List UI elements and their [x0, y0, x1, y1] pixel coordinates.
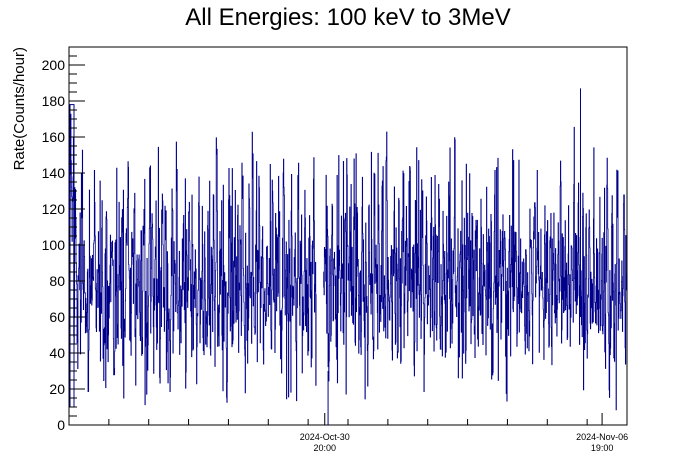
y-tick-label: 60: [49, 309, 65, 325]
y-tick-label: 160: [42, 129, 66, 145]
x-tick-date-label: 2024-Nov-06: [576, 432, 628, 442]
y-axis: 0 20 40 60 80 100 120 140 160 180 200: [42, 46, 85, 433]
y-tick-label: 200: [42, 57, 66, 73]
y-tick-label: 120: [42, 201, 66, 217]
series-layer: [68, 88, 627, 425]
y-axis-label: Rate(Counts/hour): [11, 47, 28, 170]
y-tick-label: 40: [49, 345, 65, 361]
x-tick-time-label: 19:00: [591, 443, 614, 453]
x-tick-date-label: 2024-Oct-30: [300, 432, 350, 442]
x-tick-time-label: 20:00: [313, 443, 336, 453]
y-tick-label: 80: [49, 273, 65, 289]
y-tick-label: 140: [42, 165, 66, 181]
series-line: [68, 113, 627, 411]
y-tick-label: 20: [49, 381, 65, 397]
y-tick-label: 0: [57, 417, 65, 433]
y-tick-label: 100: [42, 237, 66, 253]
chart-title: All Energies: 100 keV to 3MeV: [185, 4, 511, 31]
y-tick-label: 180: [42, 93, 66, 109]
